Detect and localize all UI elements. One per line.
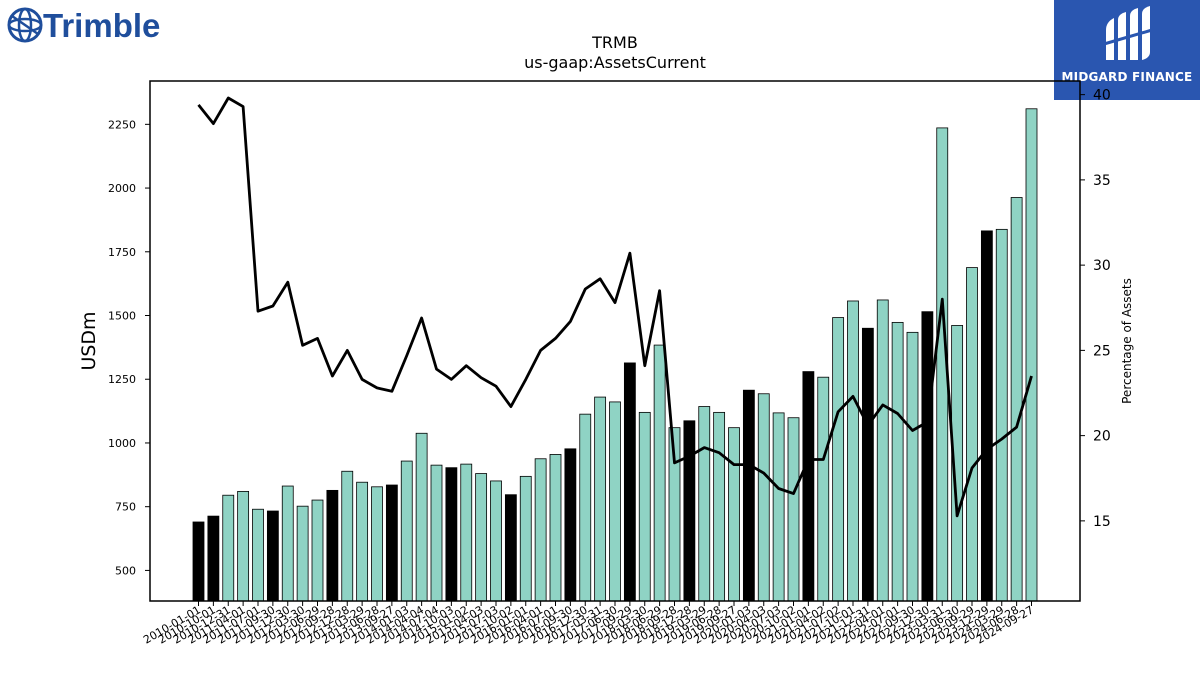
percentage-line [197,96,1033,518]
bar [207,515,220,602]
bar [757,393,770,602]
bar [192,521,205,602]
bar [222,494,235,602]
bar [564,448,577,602]
y-tick-label: 1250 [108,373,136,386]
bar [698,406,711,602]
y-tick-label: 750 [115,501,136,514]
bar [534,458,547,602]
bar [519,475,532,602]
bar [817,376,830,602]
bar [252,508,264,602]
bar [609,401,621,602]
bar [861,327,874,602]
midgard-logo-text: MIDGARD FINANCE [1061,70,1193,84]
bar [341,470,354,602]
bar [356,481,369,602]
bar [475,473,488,602]
bar [653,344,666,602]
bar [579,413,592,602]
bar [430,464,443,602]
midgard-finance-logo: MIDGARD FINANCE [1054,0,1200,100]
bar [594,396,607,602]
x-axis: 2010-01-012010-10-012010-12-312011-04-01… [141,601,1036,647]
bar [728,427,740,602]
bar [921,311,934,602]
chart-subtitle: us-gaap:AssetsCurrent [524,53,706,72]
bar [638,411,651,602]
bar [490,480,502,602]
bar [237,490,250,602]
bar [995,228,1008,602]
bar [385,484,398,602]
bar [266,510,279,602]
bar [311,499,324,602]
y-axis-right: 15 20 25 30 35 40 [1080,88,1111,530]
y2-tick-label: 40 [1093,88,1111,104]
bar [326,489,339,602]
midgard-mark-icon [1103,6,1153,60]
bar [281,485,294,602]
bar [549,454,562,602]
svg-text:Trimble: Trimble [43,7,160,44]
y2-tick-label: 25 [1093,343,1111,359]
chart-title: TRMB [591,33,638,52]
bar [787,417,800,602]
bar [832,317,845,602]
y-tick-label: 1750 [108,246,136,259]
trimble-logo: Trimble [6,4,171,46]
bar [1025,108,1038,602]
bar [460,463,473,602]
bar-series [192,108,1038,602]
y2-axis-label: Percentage of Assets [1120,278,1134,404]
y-tick-label: 500 [115,564,136,577]
bar [847,300,859,602]
bar [906,331,919,602]
bar [802,371,815,602]
y2-tick-label: 35 [1093,173,1111,189]
bar [296,505,309,602]
y-axis-label: USDm [78,311,100,370]
y-tick-label: 1500 [108,310,136,323]
bar [713,411,726,602]
bar [980,230,993,602]
bar [623,362,636,602]
bar [683,420,696,602]
y2-tick-label: 30 [1093,258,1111,274]
trimble-globe-icon [7,7,43,43]
bar [400,460,413,602]
bar [876,299,889,602]
bar [415,432,428,602]
y-tick-label: 2000 [108,182,136,195]
y-axis-left: 500 750 1000 1250 1500 1750 2000 2250 [108,118,150,577]
y2-tick-label: 20 [1093,429,1111,445]
bar [504,494,517,602]
bar [772,412,785,602]
line-series [197,96,1033,518]
y-tick-label: 1000 [108,437,136,450]
y-tick-label: 2250 [108,118,136,131]
bar [742,389,755,602]
bar [966,267,978,602]
bar [445,467,458,602]
bar [1010,197,1023,602]
y2-tick-label: 15 [1093,514,1111,530]
bar [371,486,383,602]
bar [891,321,904,602]
